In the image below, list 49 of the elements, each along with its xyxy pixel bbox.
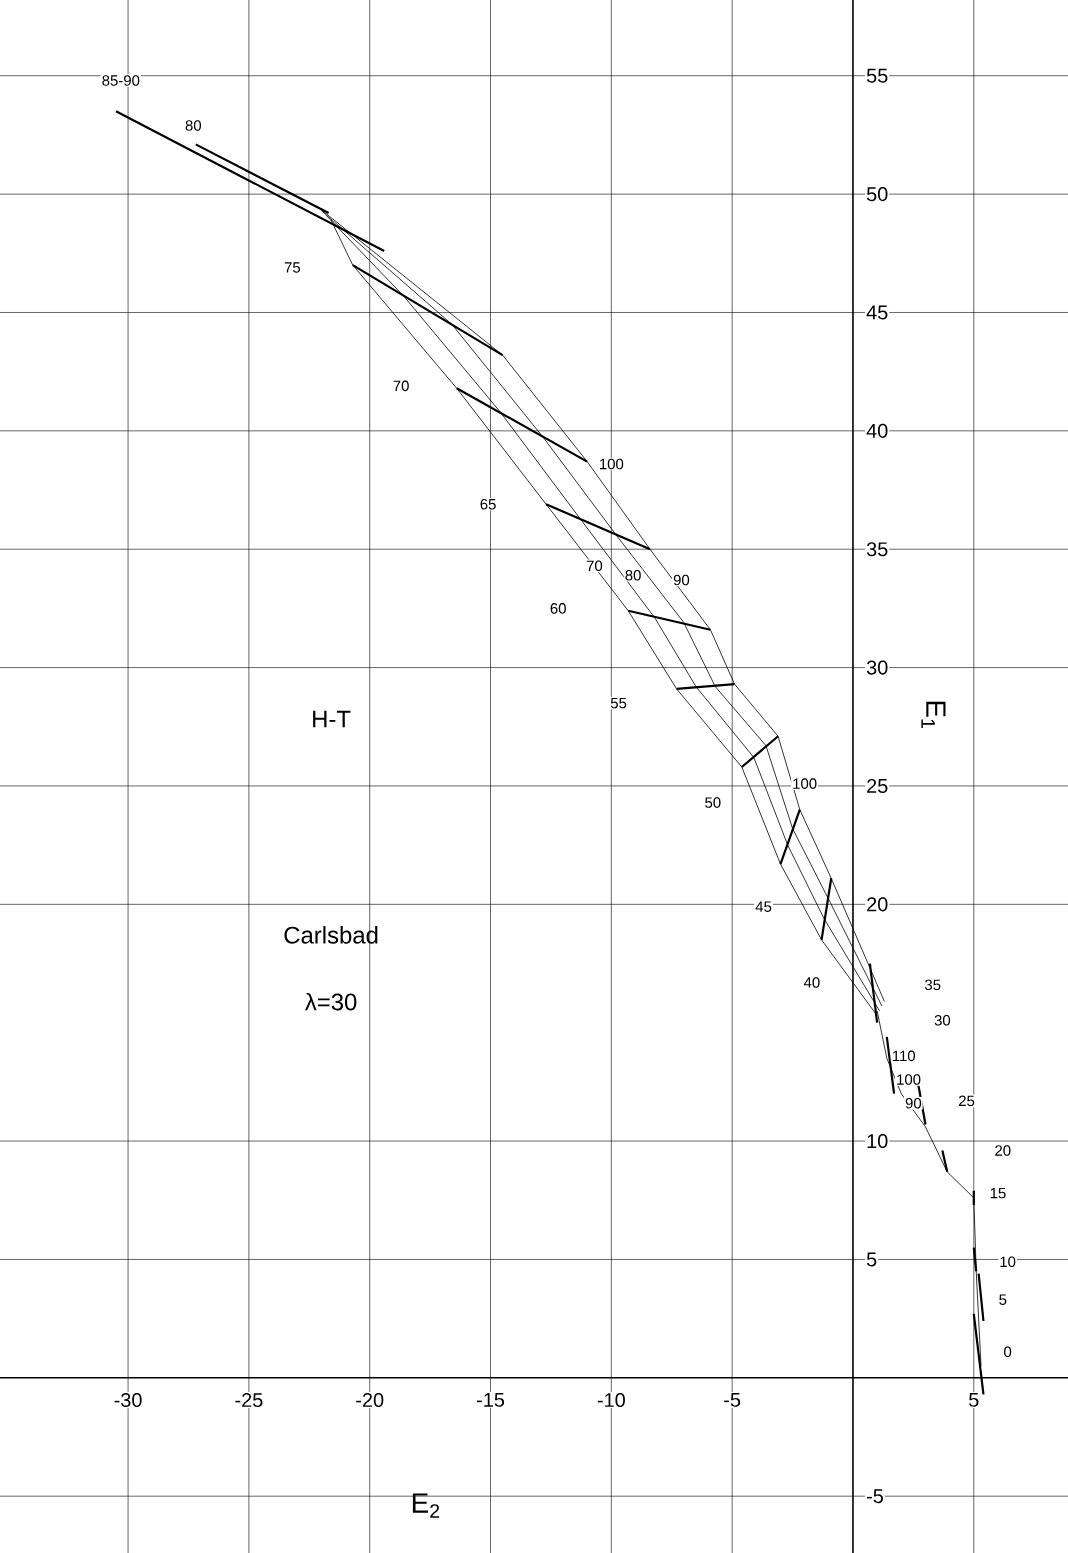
x-tick-label: -25 [235, 1392, 263, 1408]
annotation: 70 [393, 380, 409, 392]
annotation: 25 [958, 1095, 975, 1107]
annotation: 60 [550, 603, 566, 614]
y-tick-label: 10 [867, 1134, 888, 1149]
y-tick-label: 5 [866, 1252, 877, 1267]
annotation: 50 [705, 797, 721, 808]
annotation: 75 [284, 262, 301, 273]
x-tick-label: -15 [477, 1392, 505, 1407]
annotation: 65 [480, 498, 496, 510]
annotation: 90 [673, 574, 690, 586]
y-tick-label: 25 [867, 778, 888, 794]
annotation: 0 [1004, 1346, 1012, 1358]
annotation: 20 [995, 1145, 1011, 1156]
x-tick-label: 5 [969, 1392, 979, 1407]
annotation: H-T [313, 710, 351, 728]
y-tick-label: 20 [867, 897, 888, 912]
annotation: 55 [610, 697, 627, 709]
annotation: 80 [625, 569, 641, 581]
y-tick-label: 45 [866, 305, 888, 320]
annotation: 5 [999, 1294, 1007, 1305]
y-tick-label: 50 [866, 187, 888, 202]
x-tick-label: -20 [356, 1392, 384, 1408]
x-tick-label: -10 [597, 1392, 625, 1408]
annotation: 80 [185, 120, 202, 131]
annotation: 100 [897, 1074, 921, 1085]
x-tick-label: -30 [114, 1392, 142, 1408]
annotation: λ=30 [304, 992, 357, 1011]
annotation: 40 [803, 977, 820, 988]
x-tick-label: -5 [724, 1392, 741, 1407]
y-tick-label: 30 [866, 660, 888, 675]
x-axis-title: E$_{2}$ [412, 1493, 440, 1518]
annotation: 35 [924, 979, 941, 991]
annotation: 100 [600, 458, 624, 470]
annotation: 45 [755, 901, 772, 912]
annotation: 100 [793, 778, 817, 789]
y-axis-title: E$_{1}$ [921, 701, 946, 728]
y-tick-label: -5 [867, 1489, 884, 1504]
annotation: Carlsbad [284, 926, 378, 944]
annotation: 15 [990, 1187, 1006, 1199]
annotation: 90 [905, 1097, 922, 1109]
y-tick-label: 40 [866, 423, 888, 438]
annotation: 110 [892, 1050, 916, 1062]
annotation: 70 [586, 560, 603, 572]
y-tick-label: 35 [866, 542, 888, 557]
annotation: 30 [934, 1015, 951, 1026]
annotation: 10 [1000, 1256, 1016, 1268]
y-tick-label: 55 [866, 68, 888, 83]
annotation: 85-90 [102, 75, 140, 86]
